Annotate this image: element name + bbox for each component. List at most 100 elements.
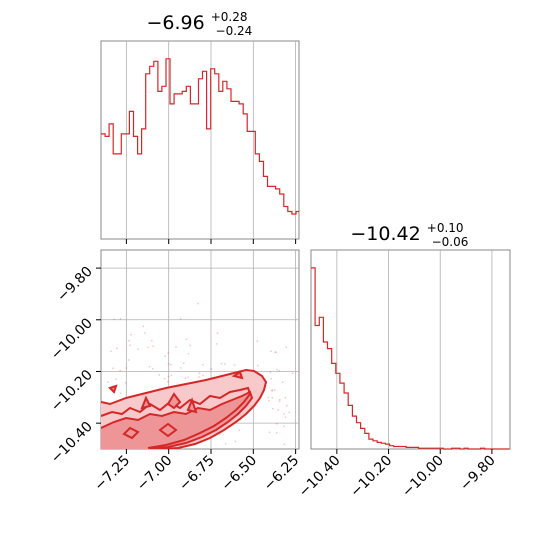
scatter-point (164, 355, 167, 357)
scatter-point (124, 381, 127, 384)
scatter-point (152, 345, 155, 348)
x-tick-label: −9.80 (457, 453, 499, 495)
scatter-point (167, 363, 170, 365)
scatter-point (278, 400, 281, 403)
scatter-point (119, 317, 122, 320)
title-lower-error: −0.06 (432, 235, 469, 249)
x-tick-label: −10.40 (296, 453, 344, 501)
scatter-point (125, 367, 128, 369)
scatter-point (210, 368, 213, 370)
scatter-point (151, 367, 154, 370)
contour-island (108, 384, 118, 394)
scatter-point (256, 340, 259, 343)
scatter-point (185, 338, 188, 341)
scatter-point (224, 442, 227, 445)
scatter-point (114, 378, 117, 381)
scatter-point (119, 392, 122, 395)
scatter-point (198, 372, 201, 375)
scatter-point (179, 318, 182, 320)
scatter-point (286, 404, 288, 407)
x-tick-label: −7.25 (92, 453, 134, 495)
scatter-point (167, 380, 169, 383)
scatter-point (220, 362, 223, 365)
scatter-point (163, 377, 166, 380)
scatter-point (197, 302, 199, 305)
histogram-panel-param2: −10.40 −10.20 −10.00 −9.80 −10.42 +0.10 −0.… (296, 221, 511, 501)
scatter-point (202, 374, 205, 377)
contour-panel: −7.25 −7.00 −6.75 −6.50 −6.25−9.80−10.00−10.… (48, 249, 302, 495)
title-upper-error: +0.10 (427, 221, 464, 235)
contour-fill-inner (101, 392, 252, 449)
scatter-point (175, 346, 177, 348)
histogram-step-line (101, 58, 299, 215)
y-tick-label: −9.80 (54, 264, 96, 306)
scatter-point (282, 413, 285, 415)
scatter-point (142, 325, 145, 328)
density-contours (101, 368, 268, 449)
scatter-point (169, 363, 172, 366)
scatter-point (234, 440, 237, 443)
scatter-point (285, 346, 288, 349)
y-tick-label: −10.20 (48, 367, 96, 415)
scatter-point (184, 377, 187, 380)
x-tick-label: −6.50 (218, 453, 260, 495)
scatter-point (187, 376, 190, 379)
scatter-point (283, 425, 285, 428)
scatter-point (127, 359, 130, 361)
scatter-point (187, 353, 190, 355)
scatter-point (110, 350, 112, 353)
x-tick-label: −10.20 (347, 453, 395, 501)
contour-island (166, 392, 182, 410)
scatter-point (170, 374, 173, 377)
scatter-point (283, 443, 286, 446)
scatter-point (256, 364, 259, 367)
scatter-point (284, 396, 287, 399)
contour-line-inner (101, 390, 254, 449)
scatter-point (116, 347, 118, 350)
scatter-point (150, 339, 153, 342)
y-tick-label: −10.40 (48, 419, 96, 467)
scatter-point (201, 363, 204, 366)
panel-frame (310, 249, 511, 450)
x-tick-label: −7.00 (134, 453, 176, 495)
scatter-point (113, 318, 116, 321)
scatter-point (275, 351, 278, 354)
scatter-point (288, 411, 291, 414)
histogram-panel-param1: −6.96 +0.28 −0.24 (100, 10, 300, 244)
scatter-point (268, 399, 270, 402)
scatter-point (215, 343, 218, 345)
scatter-point (233, 364, 236, 366)
contour-island (158, 422, 178, 438)
scatter-point (271, 389, 273, 392)
panel-frame (100, 40, 300, 240)
scatter-point (238, 429, 241, 432)
title-value: −6.96 (146, 12, 204, 34)
scatter-point (278, 369, 280, 372)
scatter-point (130, 333, 133, 336)
scatter-point (271, 396, 274, 399)
scatter-point (269, 371, 272, 374)
scatter-point (281, 381, 284, 384)
scatter-point (224, 363, 226, 365)
scatter-point (147, 346, 149, 349)
scatter-point (278, 398, 281, 401)
scatter-point (291, 372, 294, 375)
scatter-point (144, 332, 146, 334)
scatter-point (284, 416, 287, 419)
scatter-point (271, 407, 274, 410)
title-lower-error: −0.24 (216, 24, 253, 38)
scatter-point (218, 433, 221, 436)
scatter-point (270, 350, 272, 353)
contour-line-mid (101, 386, 252, 449)
scatter-point (180, 367, 182, 369)
scatter-point (167, 352, 170, 354)
scatter-point (216, 332, 219, 335)
y-tick-label: −10.00 (48, 315, 96, 363)
contour-island (186, 397, 198, 414)
scatter-point (107, 381, 109, 383)
scatter-point (271, 389, 274, 392)
scatter-point (270, 377, 272, 380)
scatter-point (112, 367, 114, 370)
scatter-point (167, 375, 170, 378)
scatter-point (275, 431, 278, 434)
